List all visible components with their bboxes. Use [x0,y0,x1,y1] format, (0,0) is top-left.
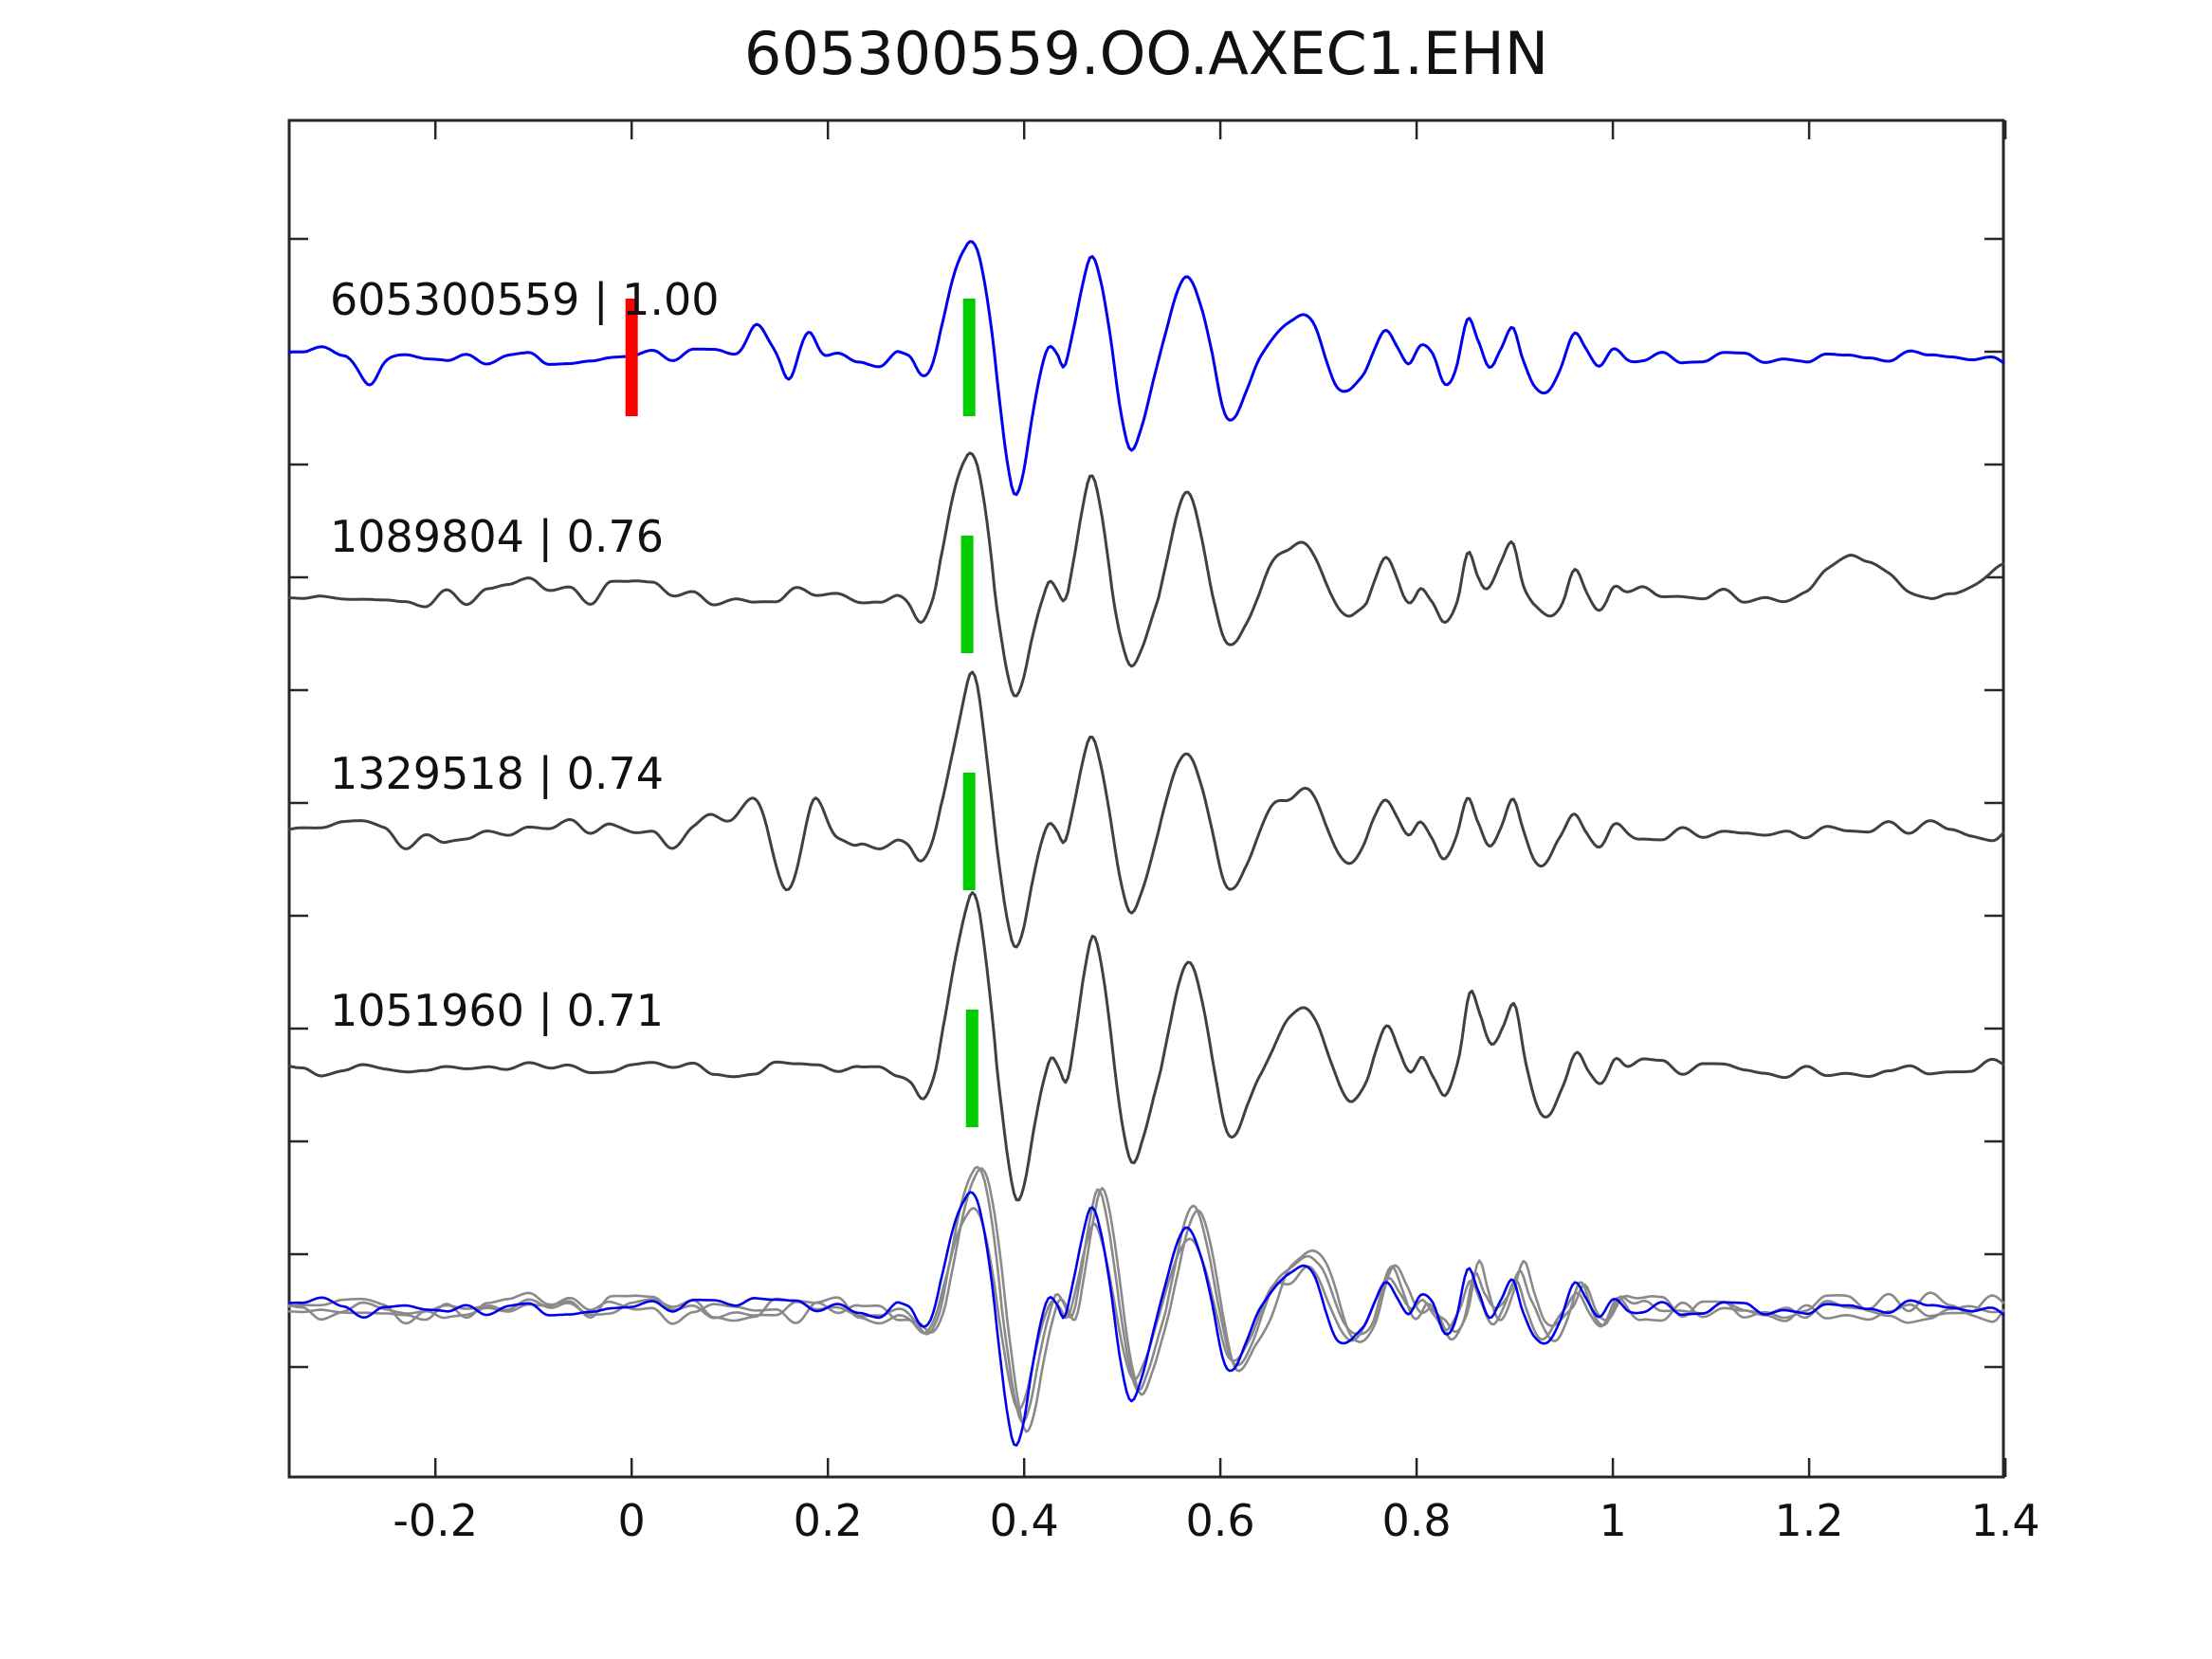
trace-label-1329518: 1329518 | 0.74 [330,748,664,800]
x-tick-label: 0.6 [1186,1495,1255,1546]
pick-marker-1051960 [965,1010,978,1127]
x-tick-label: 1 [1599,1495,1626,1546]
chart-title: 605300559.OO.AXEC1.EHN [744,19,1548,88]
x-tick-label: 0.2 [794,1495,863,1546]
trace-label-1051960: 1051960 | 0.71 [330,985,664,1037]
x-tick-label: 1.4 [1971,1495,2040,1546]
trace-label-605300559: 605300559 | 1.00 [330,274,720,326]
pick-marker-1089804 [960,536,974,653]
x-tick-label: 0.8 [1382,1495,1452,1546]
plot-frame [287,118,2005,1479]
trace-1051960 [287,891,2005,1202]
trace-605300559 [287,240,2005,497]
x-tick-label: 0 [618,1495,646,1546]
origin-time-marker [625,299,638,416]
pick-marker-605300559 [962,299,976,416]
pick-marker-1329518 [962,773,976,890]
x-tick-label: -0.2 [393,1495,478,1546]
overlay-trace-605300559 [287,1191,2005,1447]
x-tick-label: 1.2 [1775,1495,1844,1546]
trace-label-1089804: 1089804 | 0.76 [330,511,664,563]
trace-1329518 [287,670,2005,949]
overlay-trace-1051960 [287,1167,2005,1433]
trace-1089804 [287,451,2005,698]
x-tick-label: 0.4 [990,1495,1059,1546]
overlay-trace-1089804 [287,1165,2005,1423]
